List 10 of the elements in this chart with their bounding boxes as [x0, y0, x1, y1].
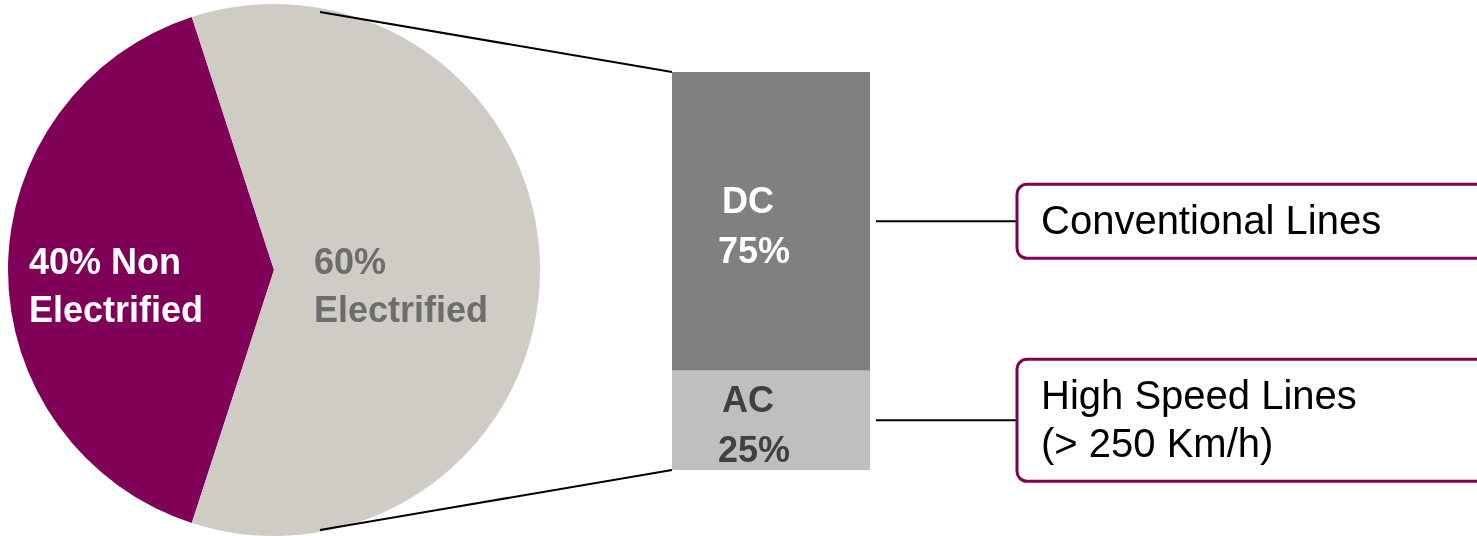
slice-label: Electrified	[314, 289, 489, 330]
text: High Speed Lines (> 250 Km/h)	[1041, 373, 1357, 466]
pie-slice	[8, 17, 274, 523]
data-label: 60%	[314, 241, 387, 282]
text: Conventional Lines	[1041, 198, 1382, 243]
data-label: 25%	[718, 429, 791, 471]
data-label: 75%	[718, 230, 791, 272]
series-label: DC	[722, 180, 774, 222]
slice-label: 40% Non Electrified	[29, 241, 204, 330]
series-label: AC	[722, 379, 774, 421]
